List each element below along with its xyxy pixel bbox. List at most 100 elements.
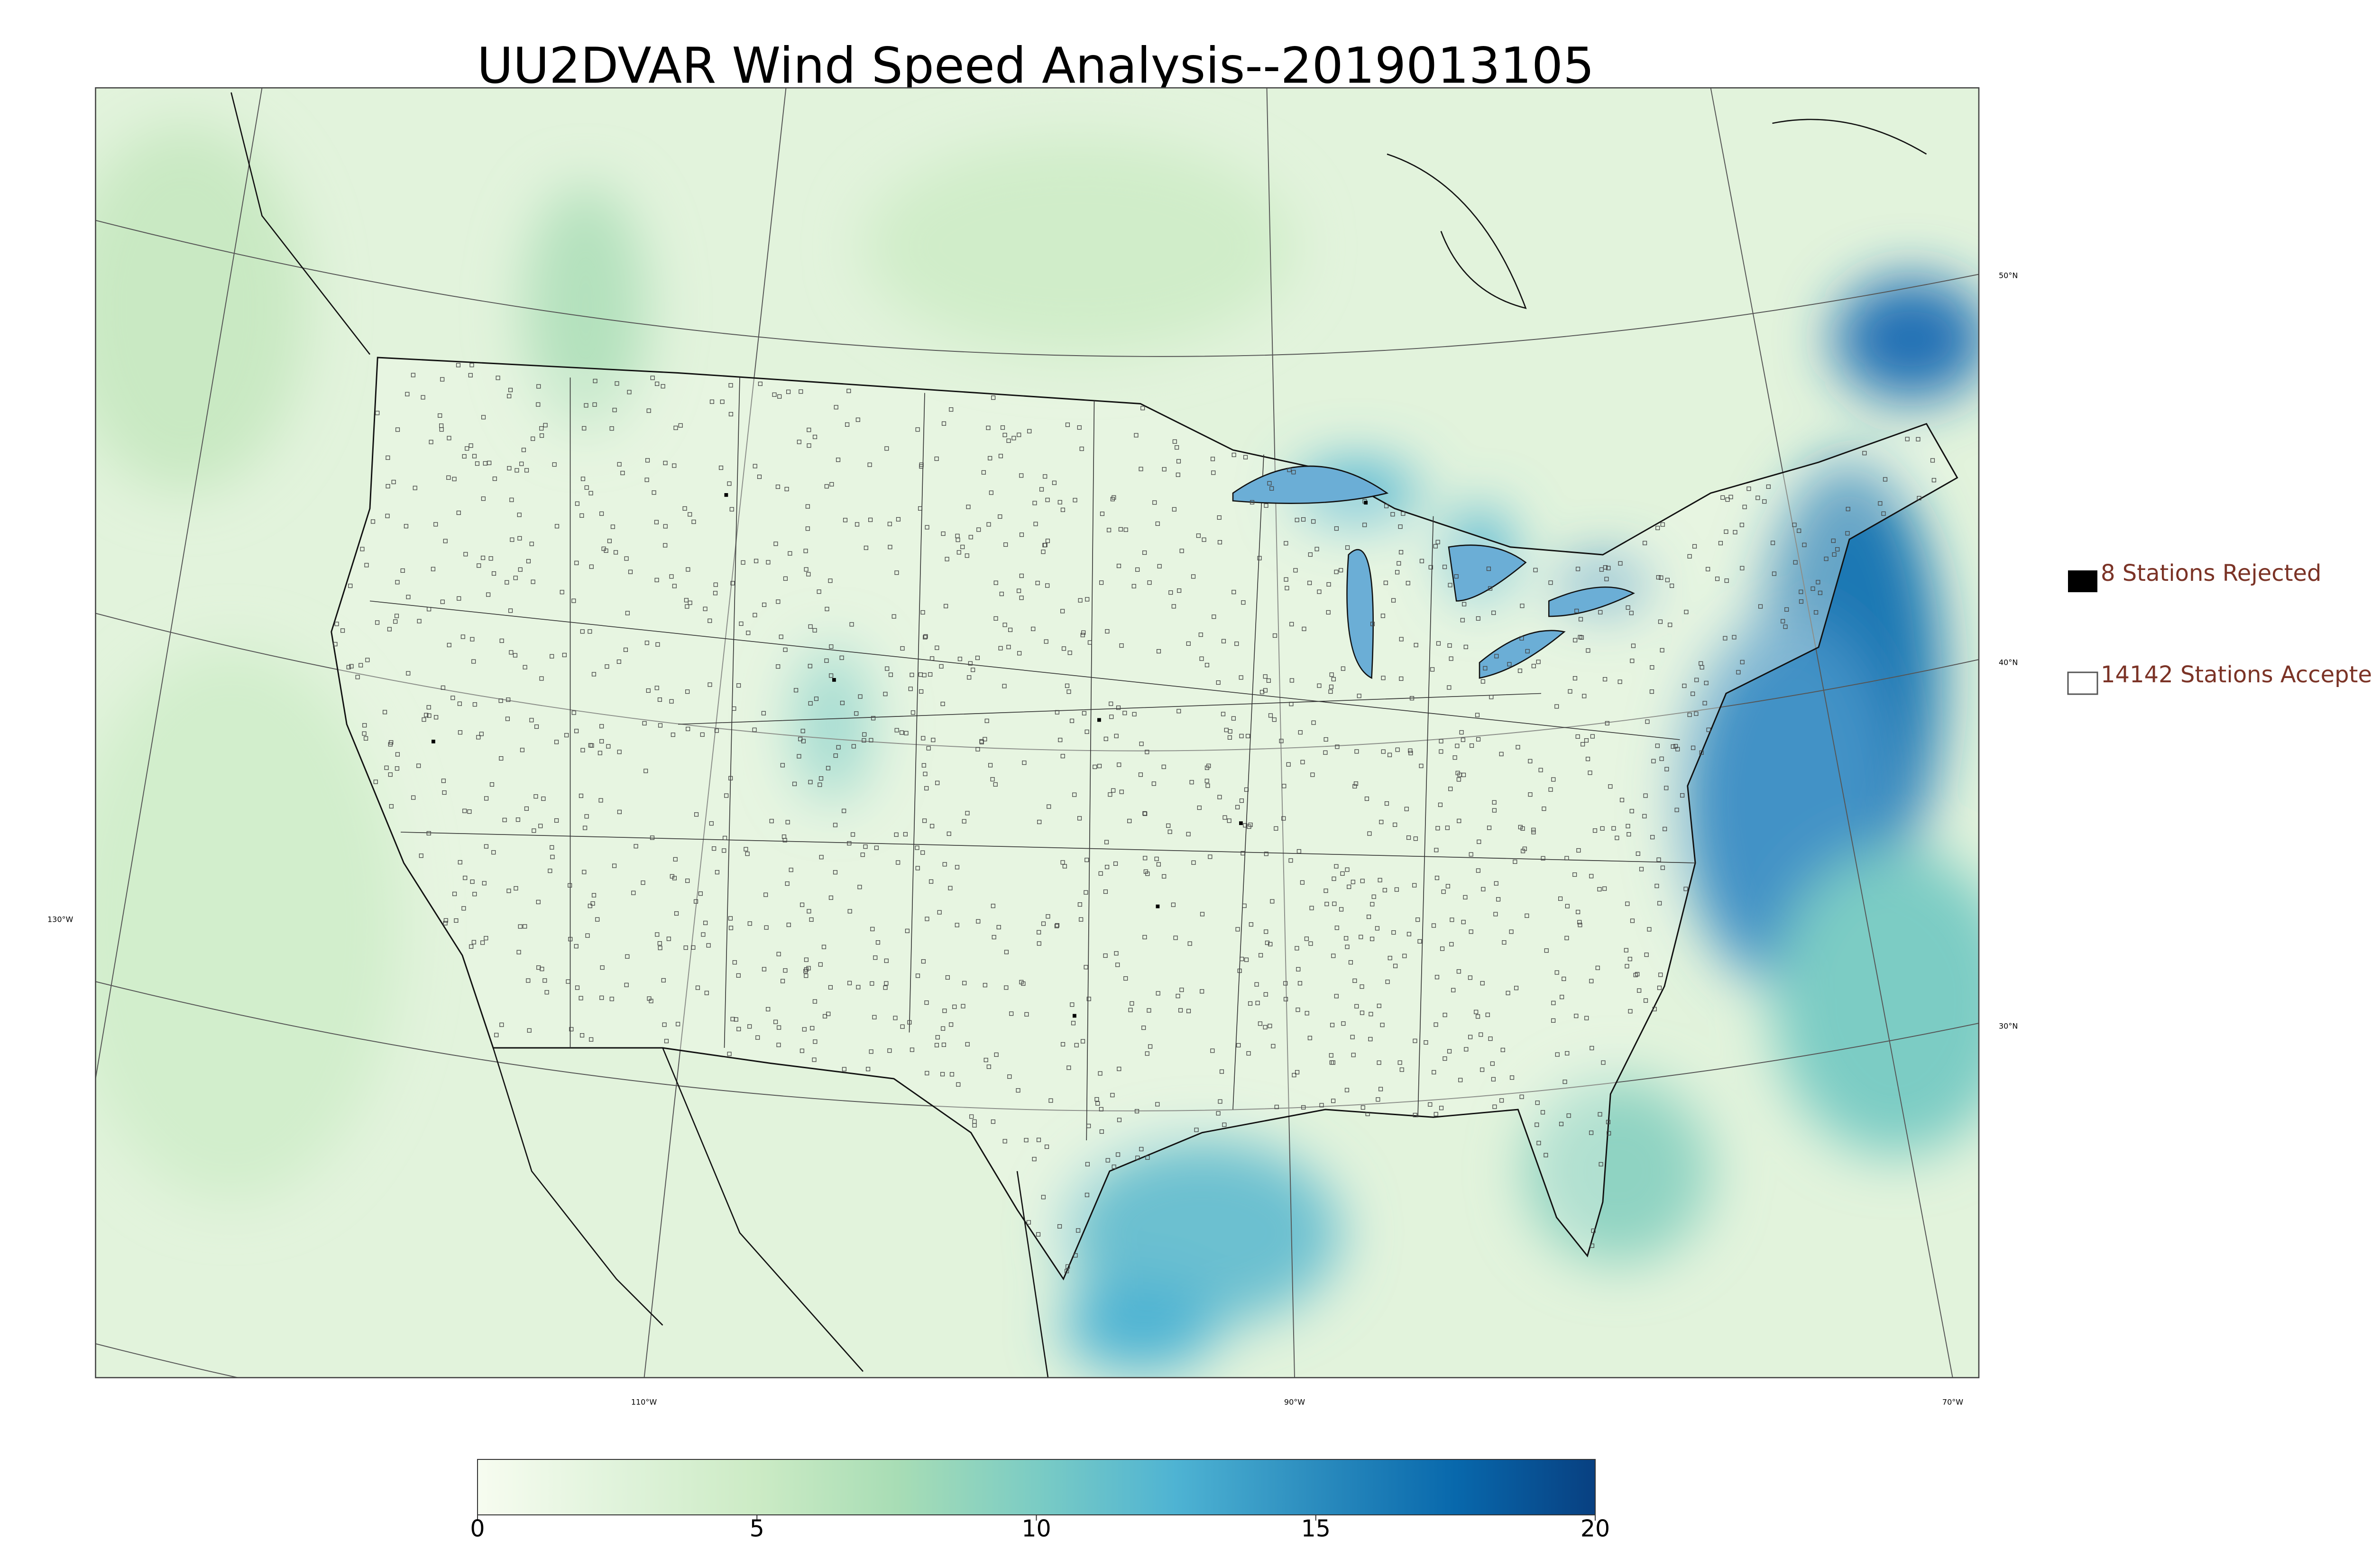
station-marker: [1097, 764, 1102, 769]
station-marker: [874, 845, 879, 850]
station-marker: [1435, 826, 1440, 831]
station-marker: [1606, 1119, 1611, 1124]
station-marker: [441, 685, 445, 690]
station-marker: [1485, 1012, 1490, 1017]
station-marker: [1491, 1077, 1496, 1082]
station-marker: [1565, 1051, 1570, 1055]
station-marker: [662, 1022, 667, 1027]
station-marker: [1345, 545, 1350, 550]
station-marker: [461, 906, 466, 911]
station-marker: [1074, 1043, 1079, 1047]
station-marker: [536, 899, 541, 904]
station-marker: [1021, 981, 1026, 986]
station-marker: [922, 818, 927, 823]
station-marker: [1645, 719, 1650, 724]
station-marker: [383, 710, 387, 715]
station-marker: [1086, 997, 1091, 1001]
station-marker: [1354, 749, 1359, 754]
station-marker: [1176, 994, 1180, 999]
station-marker: [569, 1027, 574, 1032]
station-marker: [896, 517, 901, 522]
station-marker: [998, 514, 1002, 519]
station-marker: [1360, 984, 1364, 989]
station-marker: [426, 705, 431, 710]
station-marker: [818, 962, 823, 967]
station-marker: [450, 696, 455, 700]
station-marker: [1000, 425, 1005, 430]
station-marker: [508, 608, 513, 613]
station-marker: [828, 578, 833, 583]
station-marker: [1186, 1009, 1191, 1013]
lon-label: 110°W: [631, 1398, 657, 1407]
station-marker: [804, 973, 809, 978]
station-marker: [574, 729, 579, 734]
station-marker: [646, 408, 651, 413]
station-marker: [1175, 445, 1179, 450]
station-marker: [1044, 639, 1048, 644]
station-marker: [1241, 851, 1245, 856]
colorbar-tick-label: 15: [1301, 1515, 1331, 1542]
station-marker: [1682, 683, 1687, 688]
station-marker: [921, 736, 926, 741]
station-marker: [1073, 1253, 1078, 1258]
station-marker: [479, 732, 484, 736]
station-marker: [834, 405, 838, 410]
station-marker: [457, 701, 462, 706]
station-marker: [935, 645, 939, 650]
station-marker: [1480, 1067, 1485, 1072]
station-marker: [807, 428, 811, 432]
station-marker: [1269, 486, 1274, 491]
station-marker: [1603, 677, 1608, 682]
station-marker: [1772, 571, 1776, 576]
station-marker: [658, 723, 663, 728]
station-marker: [1297, 981, 1303, 986]
station-marker: [777, 394, 782, 399]
station-marker: [1492, 808, 1497, 813]
station-marker: [446, 475, 451, 480]
station-marker: [1319, 1103, 1324, 1108]
station-marker: [769, 819, 774, 824]
mexico-outline: [492, 1047, 1049, 1378]
station-marker: [736, 1027, 741, 1031]
station-marker: [1781, 619, 1785, 624]
station-marker: [975, 655, 980, 660]
station-marker: [900, 1024, 905, 1029]
station-marker: [1590, 734, 1595, 739]
station-marker: [910, 710, 915, 715]
station-marker: [1309, 906, 1314, 910]
station-marker: [1296, 1008, 1300, 1012]
station-marker: [965, 811, 970, 816]
station-marker: [674, 911, 679, 916]
station-marker: [672, 463, 677, 468]
station-marker: [1630, 918, 1635, 923]
station-marker: [962, 819, 966, 824]
station-marker: [652, 490, 656, 495]
station-marker: [642, 721, 647, 725]
station-marker: [1413, 1113, 1417, 1118]
station-marker: [1436, 641, 1441, 646]
station-marker: [1732, 635, 1737, 640]
station-marker: [447, 642, 451, 647]
station-marker: [866, 1067, 871, 1072]
station-marker: [1082, 711, 1086, 715]
station-marker: [993, 616, 998, 621]
station-marker: [786, 923, 791, 927]
station-marker: [579, 996, 583, 1000]
station-marker: [983, 1058, 988, 1063]
station-marker: [1589, 1130, 1594, 1135]
station-marker: [518, 924, 523, 929]
station-marker: [780, 763, 785, 768]
station-marker: [1449, 656, 1453, 661]
station-marker: [663, 543, 668, 548]
station-marker: [1239, 675, 1243, 680]
station-marker: [1443, 1056, 1447, 1061]
station-marker: [1930, 458, 1935, 463]
station-marker: [1447, 685, 1452, 690]
station-marker: [1404, 807, 1409, 811]
station-marker: [1720, 495, 1725, 500]
station-marker: [1816, 580, 1820, 585]
station-marker: [1367, 831, 1372, 836]
station-marker: [1605, 721, 1609, 725]
station-marker: [334, 622, 339, 626]
station-marker: [703, 606, 708, 611]
